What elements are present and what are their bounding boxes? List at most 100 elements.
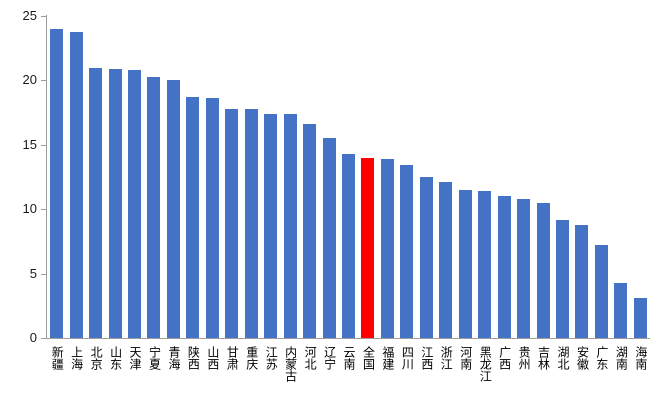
x-label-column: 湖北 [553,346,572,382]
bar-column [319,16,338,338]
bar [283,113,297,338]
x-axis-label: 贵州 [517,346,532,370]
bar [342,153,356,338]
bar [575,224,589,338]
y-axis-tick [41,209,46,211]
bar-column [66,16,85,338]
x-axis-label: 福建 [380,346,395,370]
y-axis-label: 15 [22,136,37,152]
x-axis-label: 浙江 [439,346,454,370]
bar-column [397,16,416,338]
x-label-column: 山东 [105,346,124,382]
x-label-column: 陕西 [183,346,202,382]
x-label-column: 浙江 [436,346,455,382]
y-axis-tick [41,16,46,17]
x-axis-label: 广西 [497,346,512,370]
bar [147,76,161,338]
bar-column [436,16,455,338]
bar [400,165,414,338]
x-axis-line [46,338,650,339]
bar-column [611,16,630,338]
bar [458,189,472,338]
x-axis-label: 江苏 [264,346,279,370]
y-axis-label: 20 [22,72,37,88]
y-axis-tick [41,144,46,146]
bar-column [144,16,163,338]
y-axis-tick [41,338,46,339]
x-axis-label: 宁夏 [147,346,162,370]
x-label-column: 河北 [300,346,319,382]
bar [166,80,180,338]
x-axis-label: 河南 [458,346,473,370]
bar-column [378,16,397,338]
bar-column [300,16,319,338]
bar [594,245,608,338]
x-label-column: 湖南 [611,346,630,382]
bar-column [261,16,280,338]
bar [322,138,336,338]
bar-column [86,16,105,338]
x-label-column: 广西 [494,346,513,382]
x-axis-labels: 新疆 上海 北京 山东 天津 宁夏 青海 陕西 山西 甘肃 重庆 江苏 内蒙古 河北 辽宁 云南 全国 福建 四川江… [47,346,650,382]
bar [556,219,569,338]
bar [478,191,492,338]
bar-column [105,16,124,338]
x-axis-label: 湖北 [556,346,570,370]
x-axis-label: 海南 [633,346,648,370]
y-axis-tick [41,80,46,82]
bar [517,198,531,338]
x-label-column: 海南 [631,346,650,382]
bar [244,108,258,338]
x-label-column: 山西 [203,346,222,382]
bar [108,68,122,338]
x-axis-label: 山西 [205,346,220,370]
x-label-column: 黑龙江 [475,346,494,382]
bar [186,97,200,338]
bar [614,282,628,338]
bar-column [222,16,241,338]
y-axis-label: 5 [29,265,37,281]
x-label-column: 江西 [417,346,436,382]
x-label-column: 天津 [125,346,144,382]
x-axis-label: 陕西 [186,346,201,370]
x-label-column: 甘肃 [222,346,241,382]
bar-column [475,16,494,338]
x-label-column: 重庆 [242,346,261,382]
x-label-column: 北京 [86,346,105,382]
y-axis-label: 25 [22,8,37,23]
x-axis-label: 重庆 [244,346,259,370]
bar [128,70,142,338]
bar [536,202,550,338]
x-axis-label: 全国 [361,346,376,370]
bar [89,67,103,338]
bar [633,298,647,338]
y-axis-line [46,15,47,338]
bar [419,177,433,338]
x-label-column: 广东 [592,346,611,382]
x-label-column: 贵州 [514,346,533,382]
bar [205,98,219,338]
x-axis-label: 上海 [69,346,84,370]
x-axis-label: 江西 [419,346,434,370]
x-label-column: 江苏 [261,346,280,382]
x-label-column: 福建 [378,346,397,382]
x-axis-label: 四川 [400,346,415,370]
x-axis-label: 山东 [108,346,123,370]
bar-column [242,16,261,338]
x-label-column: 吉林 [533,346,552,382]
x-axis-label: 天津 [128,346,143,370]
x-axis-label: 黑龙江 [478,346,493,382]
bar [225,108,239,338]
bar-highlighted [361,157,375,338]
x-axis-label: 甘肃 [225,346,240,370]
bar-column [494,16,513,338]
x-axis-label: 辽宁 [322,346,337,370]
bar [497,196,511,338]
bar-column [514,16,533,338]
bar-column [592,16,611,338]
bar [50,28,64,338]
x-axis-label: 湖南 [614,346,629,370]
bar-column [339,16,358,338]
x-axis-label: 青海 [166,346,181,370]
